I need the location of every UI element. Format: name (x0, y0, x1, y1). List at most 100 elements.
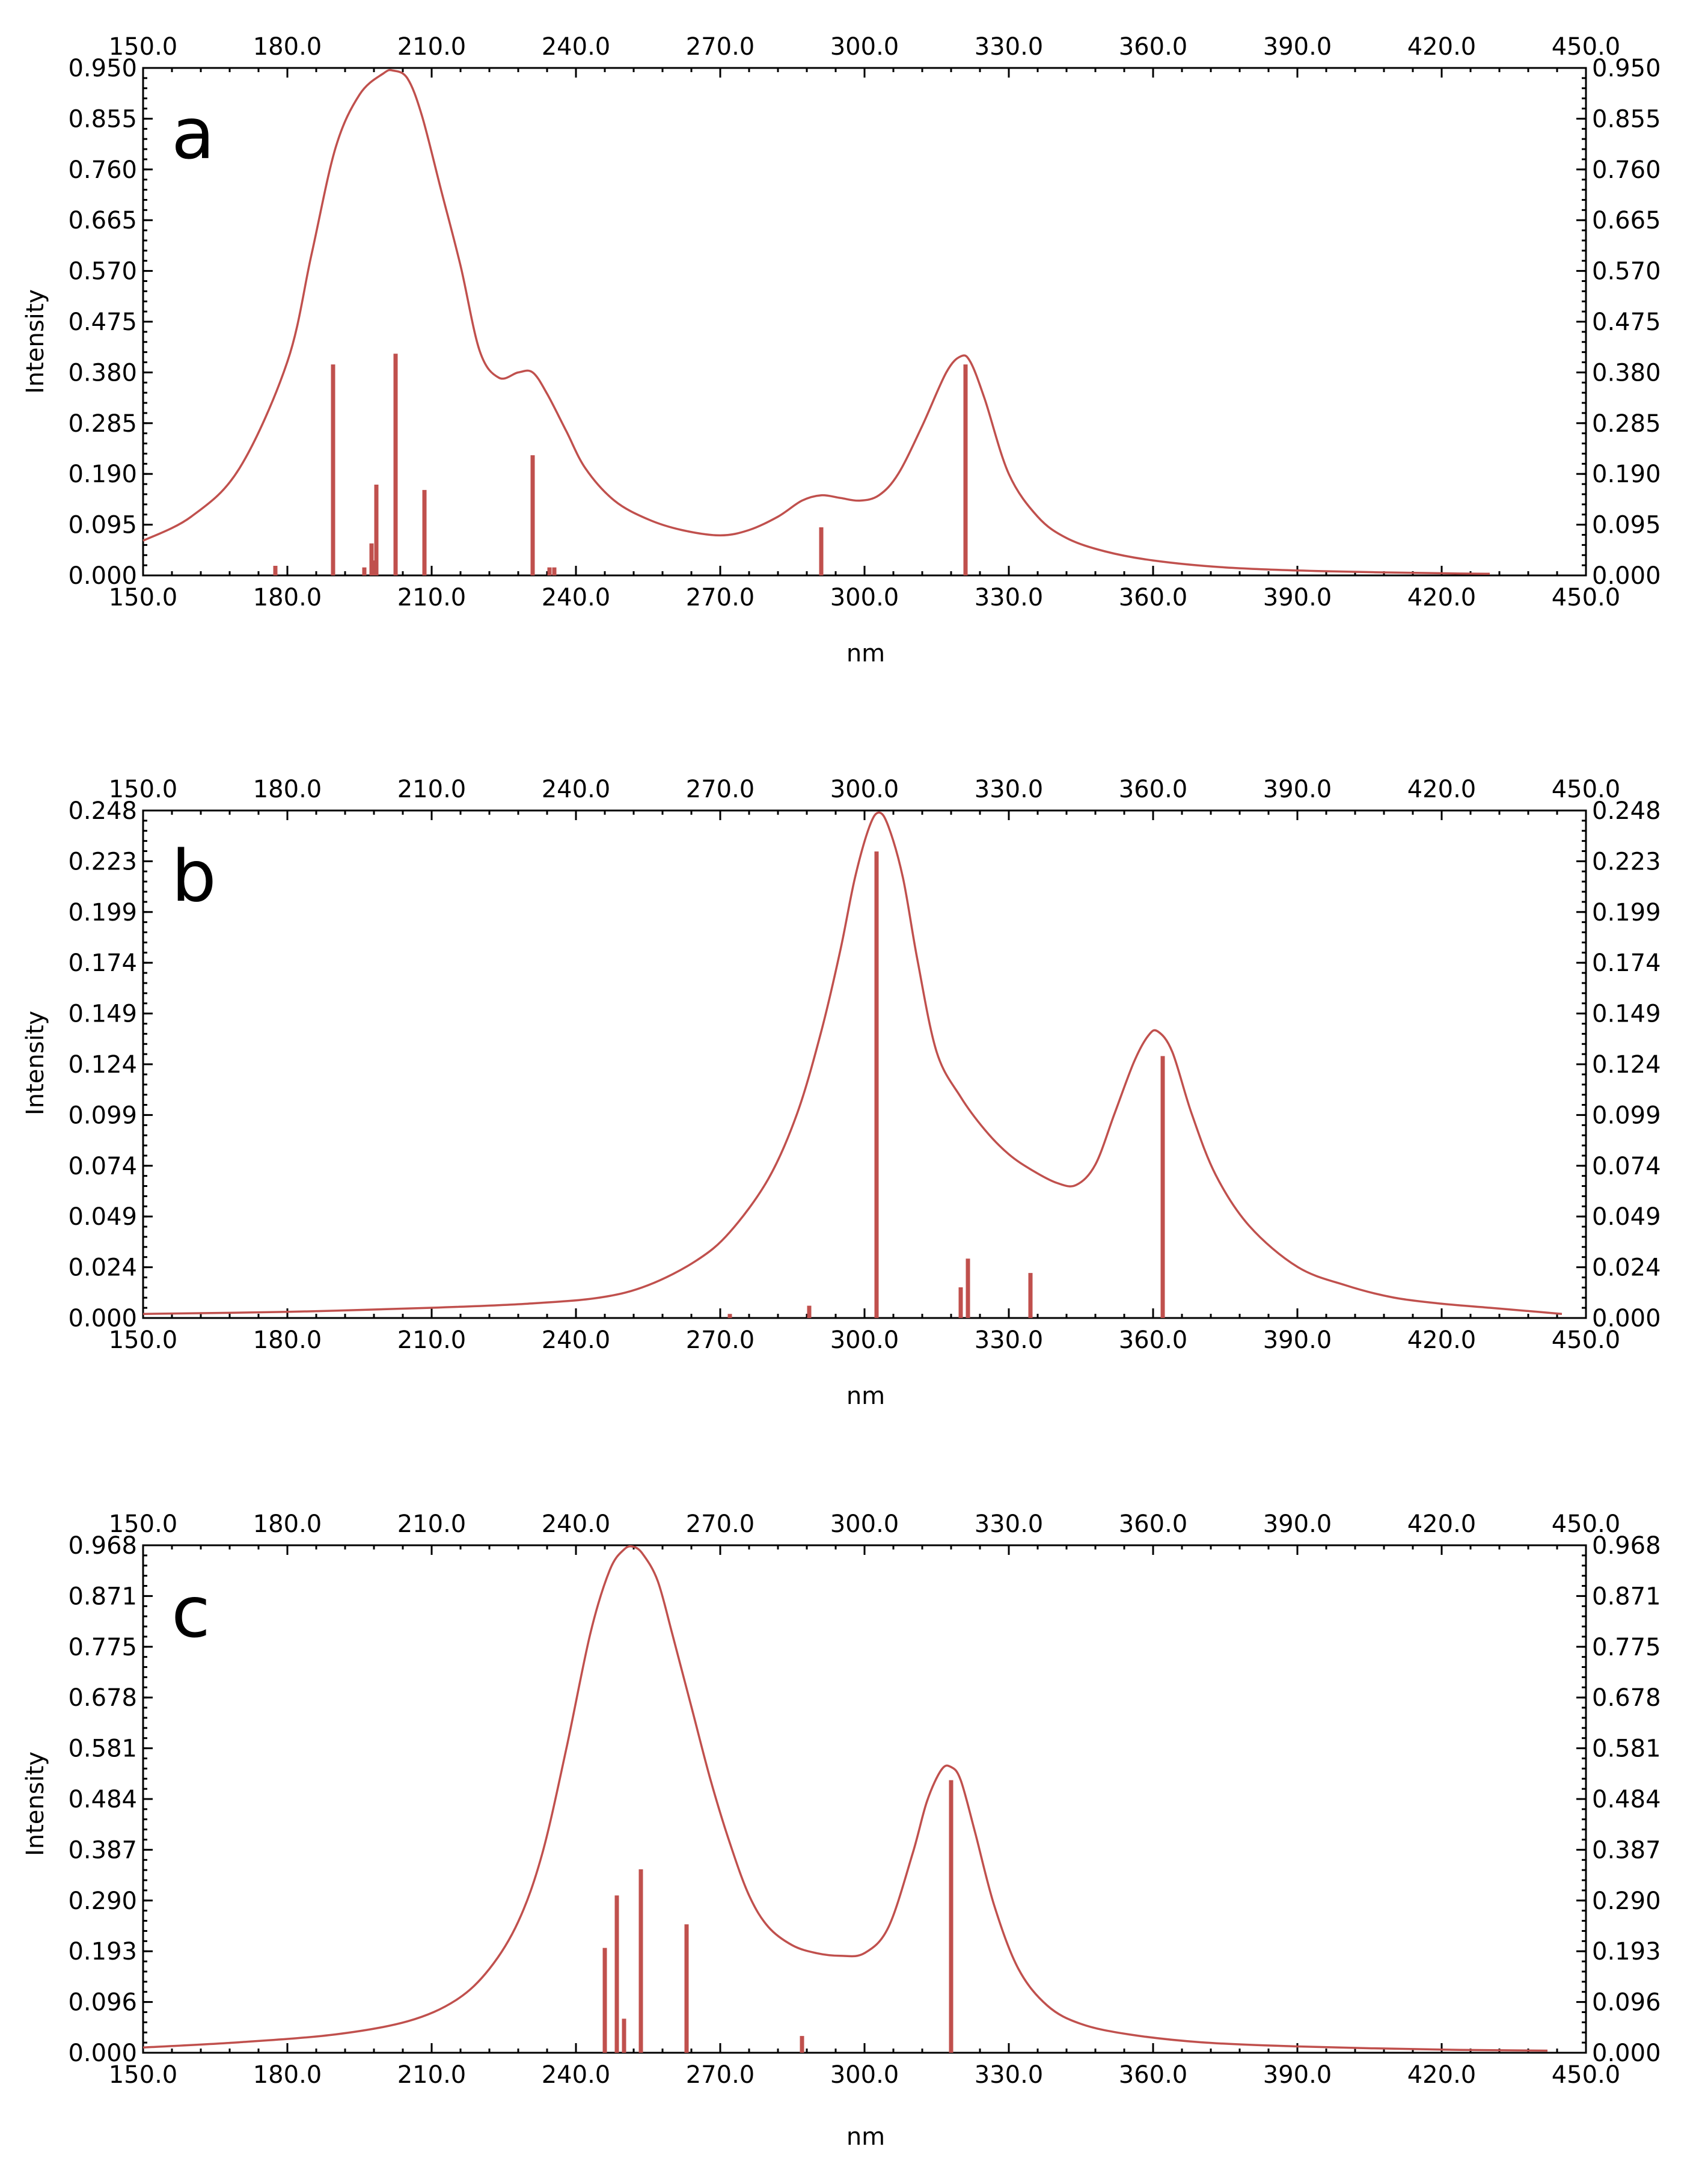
x-tick-label-bottom: 270.0 (686, 1326, 755, 1354)
x-tick-label-top: 240.0 (542, 1510, 611, 1538)
y-axis-title: Intensity (22, 1752, 49, 1856)
y-tick-label-left: 0.678 (68, 1684, 137, 1712)
y-tick-label-left: 0.000 (68, 562, 137, 590)
y-tick-label-left: 0.223 (68, 848, 137, 875)
x-tick-label-bottom: 150.0 (109, 1326, 178, 1354)
spectrum-curve (142, 1545, 1548, 2052)
x-tick-label-top: 390.0 (1263, 33, 1332, 61)
y-tick-label-left: 0.570 (68, 258, 137, 286)
y-tick-label-left: 0.387 (68, 1836, 137, 1864)
y-tick-label-left: 0.855 (68, 105, 137, 133)
x-tick-label-top: 180.0 (253, 1510, 322, 1538)
x-tick-label-bottom: 210.0 (397, 1326, 467, 1354)
x-tick-label-bottom: 300.0 (830, 2061, 899, 2089)
x-tick-label-bottom: 150.0 (109, 584, 178, 611)
y-tick-label-right: 0.387 (1592, 1836, 1661, 1864)
x-tick-label-bottom: 270.0 (686, 584, 755, 611)
y-tick-label-right: 0.000 (1592, 2040, 1661, 2067)
y-tick-label-left: 0.096 (68, 1989, 137, 2017)
x-tick-label-bottom: 240.0 (542, 1326, 611, 1354)
y-tick-label-right: 0.095 (1592, 512, 1661, 539)
y-tick-label-left: 0.174 (68, 949, 137, 977)
x-tick-label-top: 210.0 (397, 1510, 467, 1538)
x-tick-label-bottom: 330.0 (975, 2061, 1044, 2089)
x-tick-label-bottom: 390.0 (1263, 1326, 1332, 1354)
x-tick-label-top: 420.0 (1407, 33, 1477, 61)
panel-label: b (171, 835, 216, 918)
y-tick-label-left: 0.074 (68, 1153, 137, 1180)
y-tick-label-right: 0.484 (1592, 1786, 1661, 1813)
y-tick-label-left: 0.290 (68, 1887, 137, 1915)
y-tick-label-right: 0.475 (1592, 308, 1661, 336)
x-axis-title: nm (846, 640, 885, 667)
y-tick-label-left: 0.775 (68, 1634, 137, 1661)
x-tick-label-bottom: 420.0 (1407, 1326, 1477, 1354)
y-tick-label-left: 0.193 (68, 1938, 137, 1966)
spectrum-curve (142, 811, 1563, 1315)
y-tick-label-left: 0.484 (68, 1786, 137, 1813)
x-tick-label-top: 270.0 (686, 1510, 755, 1538)
panel-label: c (171, 1571, 210, 1654)
x-tick-label-top: 210.0 (397, 33, 467, 61)
x-tick-label-top: 150.0 (109, 1510, 178, 1538)
panel-a: a Intensity nm 150.0 150.0 180.0 180.0 210.0… (22, 33, 1661, 667)
x-tick-label-bottom: 420.0 (1407, 2061, 1477, 2089)
y-tick-label-left: 0.760 (68, 156, 137, 184)
x-tick-label-top: 180.0 (253, 33, 322, 61)
y-tick-label-right: 0.074 (1592, 1153, 1661, 1180)
x-tick-label-bottom: 300.0 (830, 584, 899, 611)
x-tick-label-top: 450.0 (1552, 33, 1621, 61)
y-tick-label-left: 0.968 (68, 1532, 137, 1560)
x-tick-label-bottom: 330.0 (975, 584, 1044, 611)
y-tick-label-right: 0.024 (1592, 1254, 1661, 1282)
y-tick-label-right: 0.678 (1592, 1684, 1661, 1712)
y-tick-label-left: 0.248 (68, 797, 137, 825)
x-tick-label-top: 240.0 (542, 776, 611, 803)
y-tick-label-left: 0.190 (68, 461, 137, 488)
y-tick-label-left: 0.950 (68, 55, 137, 82)
x-tick-label-bottom: 390.0 (1263, 2061, 1332, 2089)
x-tick-label-bottom: 210.0 (397, 584, 467, 611)
x-tick-label-top: 300.0 (830, 776, 899, 803)
y-tick-label-right: 0.199 (1592, 899, 1661, 927)
x-tick-label-top: 150.0 (109, 776, 178, 803)
x-tick-label-bottom: 360.0 (1119, 584, 1188, 611)
x-tick-label-bottom: 450.0 (1552, 2061, 1621, 2089)
y-tick-label-right: 0.285 (1592, 410, 1661, 438)
y-tick-label-right: 0.570 (1592, 258, 1661, 286)
y-tick-label-right: 0.665 (1592, 207, 1661, 234)
x-tick-label-bottom: 330.0 (975, 1326, 1044, 1354)
x-tick-label-bottom: 180.0 (253, 584, 322, 611)
x-tick-label-top: 420.0 (1407, 1510, 1477, 1538)
y-tick-label-left: 0.285 (68, 410, 137, 438)
x-tick-label-bottom: 450.0 (1552, 1326, 1621, 1354)
y-tick-label-right: 0.149 (1592, 1001, 1661, 1028)
spectrum-curve (142, 69, 1490, 575)
panel-b: b Intensity nm 150.0 150.0 180.0 180.0 210.0… (22, 776, 1661, 1410)
y-tick-label-left: 0.124 (68, 1051, 137, 1079)
x-axis-title: nm (846, 1382, 885, 1410)
x-tick-label-bottom: 180.0 (253, 1326, 322, 1354)
y-tick-label-left: 0.199 (68, 899, 137, 927)
x-tick-label-top: 360.0 (1119, 33, 1188, 61)
panel-label: a (171, 92, 215, 175)
y-tick-label-right: 0.000 (1592, 1305, 1661, 1332)
y-tick-label-left: 0.099 (68, 1102, 137, 1129)
x-tick-label-top: 450.0 (1552, 776, 1621, 803)
x-axis-title: nm (846, 2123, 885, 2151)
y-tick-label-right: 0.968 (1592, 1532, 1661, 1560)
y-tick-label-right: 0.049 (1592, 1203, 1661, 1231)
x-tick-label-bottom: 420.0 (1407, 584, 1477, 611)
y-tick-label-right: 0.174 (1592, 949, 1661, 977)
y-tick-label-left: 0.000 (68, 1305, 137, 1332)
x-tick-label-top: 330.0 (975, 776, 1044, 803)
x-tick-label-top: 420.0 (1407, 776, 1477, 803)
y-tick-label-left: 0.095 (68, 512, 137, 539)
y-tick-label-right: 0.000 (1592, 562, 1661, 590)
x-tick-label-bottom: 240.0 (542, 584, 611, 611)
x-tick-label-top: 450.0 (1552, 1510, 1621, 1538)
y-axis-title: Intensity (22, 289, 49, 394)
x-tick-label-top: 180.0 (253, 776, 322, 803)
y-tick-label-right: 0.193 (1592, 1938, 1661, 1966)
